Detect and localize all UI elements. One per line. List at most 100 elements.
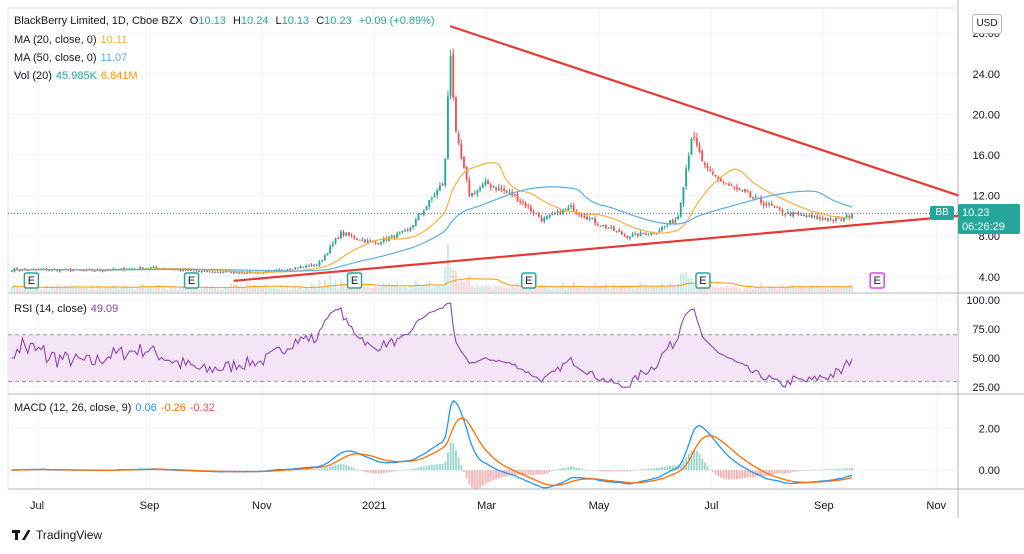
volume-bar (682, 273, 685, 292)
macd-histogram-bar (575, 467, 578, 471)
candle-body (471, 193, 473, 197)
time-tick-label: Jul (704, 500, 718, 512)
volume-bar (725, 285, 728, 292)
ma50-line (11, 186, 853, 272)
candle-body (230, 271, 233, 274)
volume-bar (21, 287, 24, 292)
candle-body (476, 190, 479, 194)
volume-bar (179, 287, 182, 292)
volume-bar (495, 285, 498, 292)
trendline-upper[interactable] (449, 25, 960, 197)
candle-body (455, 97, 457, 132)
volume-bar (206, 286, 209, 292)
volume-bar (32, 289, 35, 292)
volume-bar (144, 286, 147, 292)
last-price: 10.23 (962, 207, 990, 219)
volume-bar (808, 285, 811, 292)
candle-body (832, 219, 835, 221)
volume-bar (719, 286, 722, 292)
volume-bar (468, 275, 471, 292)
volume-bar (770, 286, 773, 292)
trendline-lower[interactable] (233, 214, 959, 282)
volume-bar (851, 284, 853, 292)
macd-histogram-bar (835, 468, 837, 471)
macd-histogram-bar (744, 470, 746, 478)
macd-histogram-bar (583, 469, 586, 471)
macd-histogram-bar (398, 470, 401, 471)
volume-bar (406, 288, 409, 292)
macd-histogram-bar (663, 466, 666, 471)
volume-legend[interactable]: Vol (20) 45.985K 6.841M (14, 69, 142, 84)
macd-histogram (10, 442, 853, 490)
volume-bar (190, 285, 192, 292)
tradingview-logo[interactable]: TradingView (12, 528, 102, 542)
candle-body (80, 269, 83, 271)
macd-label: MACD (12, 26, close, 9) (14, 402, 132, 414)
candle-body (190, 269, 192, 271)
macd-histogram-bar (484, 470, 487, 484)
volume-bar (607, 287, 610, 292)
macd-histogram-bar (784, 470, 787, 474)
macd-histogram-bar (637, 469, 639, 471)
macd-histogram-bar (698, 454, 701, 471)
earnings-marker[interactable]: E (183, 272, 200, 289)
rsi-tick-label: 75.00 (972, 324, 1000, 336)
candle-body (583, 215, 586, 218)
earnings-marker[interactable]: E (695, 272, 711, 289)
volume-bar (254, 285, 257, 292)
macd-histogram-bar (267, 469, 270, 471)
volume-bar (45, 285, 48, 292)
ma20-legend[interactable]: MA (20, close, 0) 10.11 (14, 33, 131, 48)
volume-bar (232, 284, 235, 292)
volume-bar (366, 285, 369, 292)
open-value: 10.13 (198, 15, 226, 27)
macd-histogram-bar (570, 466, 572, 471)
volume-bar (548, 287, 551, 292)
macd-histogram-bar (345, 464, 348, 471)
earnings-marker[interactable]: E (521, 272, 537, 289)
volume-bar (674, 286, 677, 292)
volume-bar (709, 286, 712, 292)
volume-bar (449, 267, 452, 292)
volume-bar (345, 286, 348, 292)
candle-body (618, 229, 621, 232)
volume-bar (147, 287, 150, 292)
currency-button[interactable]: USD (972, 14, 1002, 34)
volume-bar (372, 288, 374, 292)
volume-bar (85, 288, 88, 292)
macd-histogram-bar (414, 468, 417, 471)
volume-bar (733, 286, 736, 292)
ma50-legend[interactable]: MA (50, close, 0) 11.07 (14, 51, 131, 66)
macd-histogram-bar (628, 470, 631, 472)
earnings-marker[interactable]: E (23, 272, 40, 289)
volume-bar (653, 286, 655, 292)
macd-legend[interactable]: MACD (12, 26, close, 9) 0.06 -0.26 -0.32 (14, 401, 219, 416)
volume-bar (473, 287, 476, 292)
earnings-marker[interactable]: E (869, 272, 885, 289)
rsi-tick-label: 50.00 (972, 353, 1000, 365)
volume-value-2: 6.841M (100, 70, 138, 82)
rsi-legend[interactable]: RSI (14, close) 49.09 (14, 302, 122, 317)
volume-bar (120, 287, 123, 292)
volume-bar (752, 289, 754, 292)
volume-bar (13, 284, 16, 292)
candle-body (422, 210, 425, 215)
volume-bar (414, 280, 417, 292)
volume-bar (843, 285, 845, 292)
volume-bar (75, 285, 77, 292)
volume-bar (404, 287, 407, 292)
volume-bar (187, 285, 190, 292)
candle-body (505, 190, 508, 193)
volume-bar (174, 286, 176, 292)
macd-histogram-bar (792, 470, 795, 473)
macd-histogram-bar (500, 470, 503, 478)
macd-histogram-bar (377, 470, 380, 474)
macd-histogram-bar (438, 463, 441, 471)
macd-histogram-bar (524, 470, 527, 476)
macd-histogram-bar (669, 465, 671, 471)
price-tick-label: 12.00 (972, 191, 1000, 203)
volume-series (10, 244, 853, 292)
candle-body (572, 205, 575, 212)
earnings-marker[interactable]: E (346, 272, 363, 289)
